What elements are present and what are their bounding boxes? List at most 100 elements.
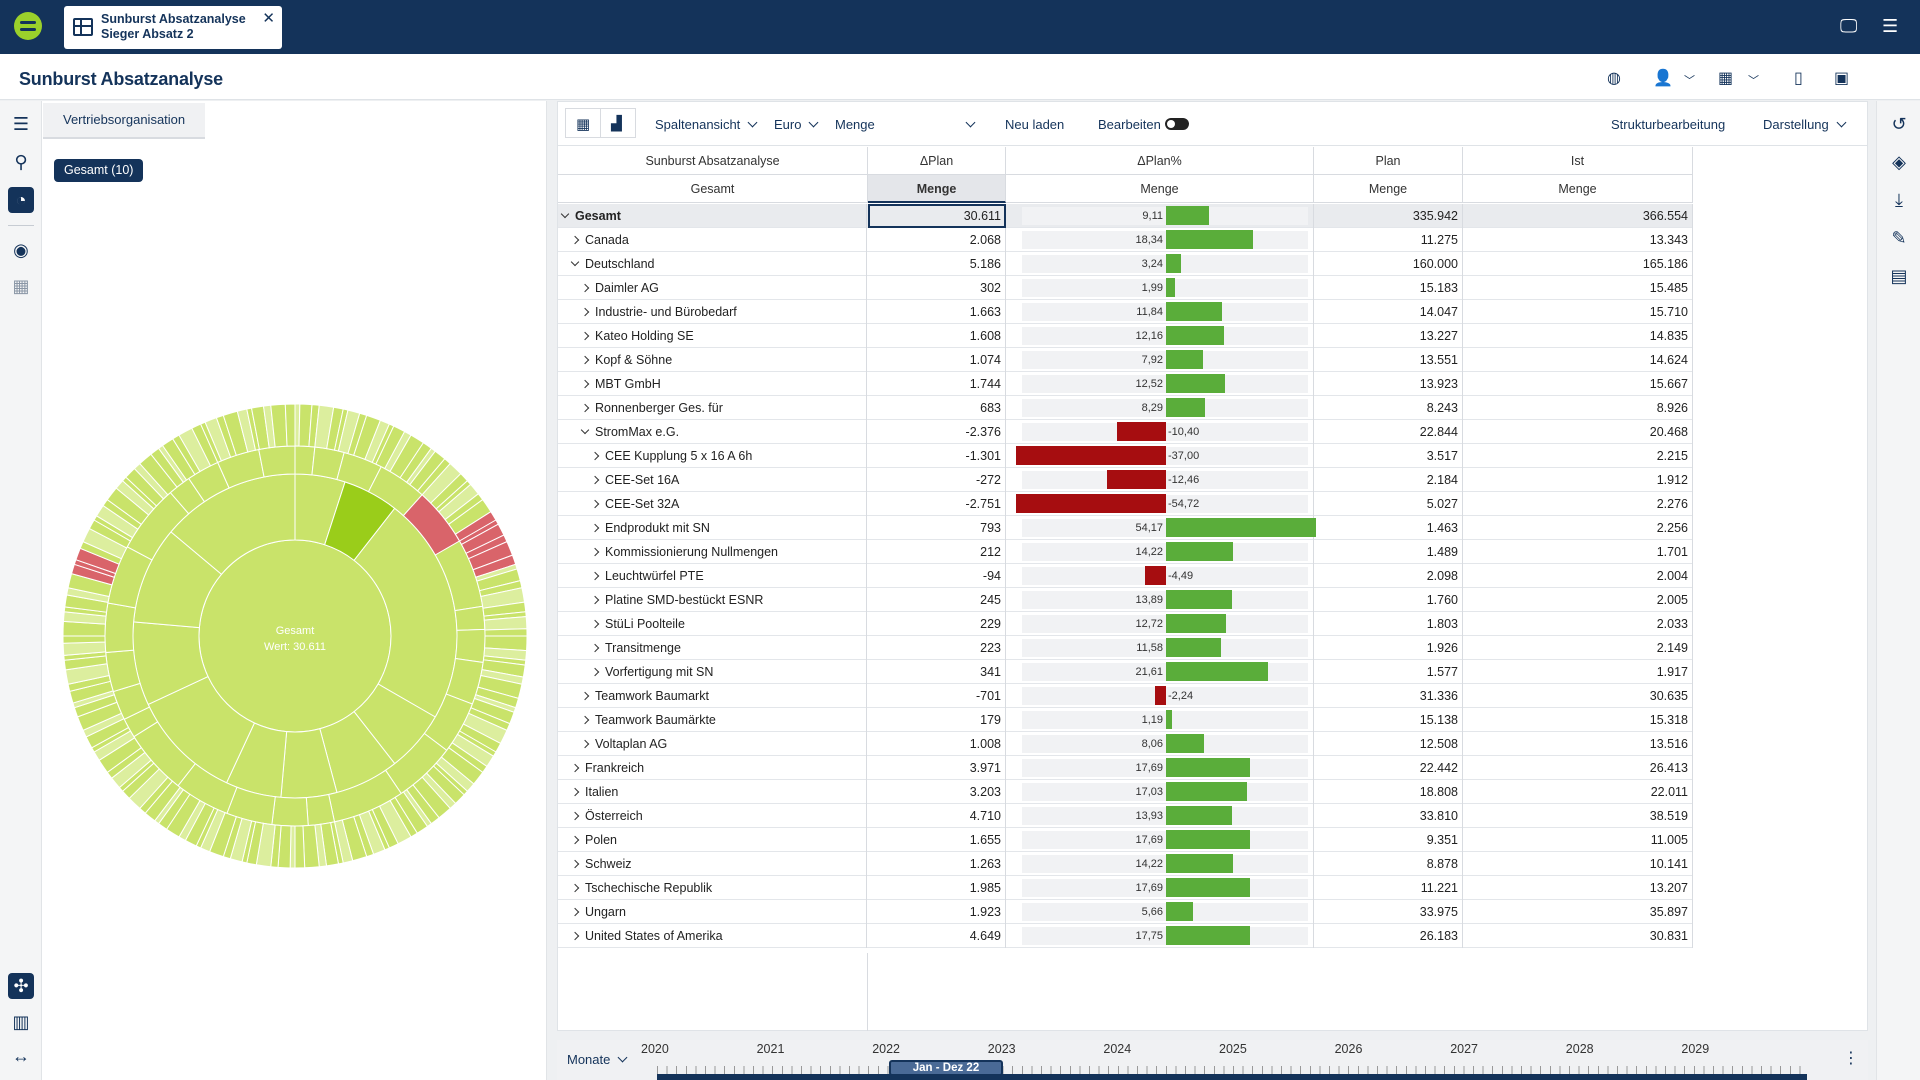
plan-cell[interactable]: 22.844 <box>1314 420 1463 444</box>
table-grid-icon[interactable]: ▦ <box>12 276 30 296</box>
row-name-cell[interactable]: Gesamt <box>558 204 867 228</box>
table-row[interactable]: Teamwork Baumarkt -701 -2,24 31.336 30.635 <box>558 684 1693 708</box>
dplanpct-cell[interactable]: 14,22 <box>1006 540 1314 564</box>
row-name-cell[interactable]: Transitmenge <box>558 636 867 660</box>
gesamt-chip[interactable]: Gesamt (10) <box>54 159 144 182</box>
plan-cell[interactable]: 5.027 <box>1314 492 1463 516</box>
plan-cell[interactable]: 1.489 <box>1314 540 1463 564</box>
table-row[interactable]: Leuchtwürfel PTE -94 -4,49 2.098 2.004 <box>558 564 1693 588</box>
table-row[interactable]: Polen 1.655 17,69 9.351 11.005 <box>558 828 1693 852</box>
ist-cell[interactable]: 2.276 <box>1463 492 1693 516</box>
eye-icon[interactable]: ◉ <box>13 240 29 260</box>
undo-history-icon[interactable]: ↺ <box>1891 114 1907 134</box>
plan-cell[interactable]: 13.551 <box>1314 348 1463 372</box>
chevron-right-icon[interactable] <box>570 763 580 773</box>
chevron-right-icon[interactable] <box>580 283 590 293</box>
chevron-right-icon[interactable] <box>570 235 580 245</box>
plan-cell[interactable]: 31.336 <box>1314 684 1463 708</box>
dplan-cell[interactable]: -1.301 <box>868 444 1006 468</box>
menu-list-icon[interactable]: ☰ <box>12 114 30 134</box>
close-icon[interactable]: ✕ <box>262 10 275 27</box>
plan-cell[interactable]: 13.227 <box>1314 324 1463 348</box>
row-name-cell[interactable]: Platine SMD-bestückt ESNR <box>558 588 867 612</box>
ist-cell[interactable]: 1.917 <box>1463 660 1693 684</box>
dplanpct-cell[interactable]: 12,72 <box>1006 612 1314 636</box>
sunburst-segment[interactable] <box>484 628 528 637</box>
row-name-cell[interactable]: Ronnenberger Ges. für <box>558 396 867 420</box>
ist-cell[interactable]: 2.215 <box>1463 444 1693 468</box>
timeline-year-label[interactable]: 2024 <box>1103 1042 1132 1056</box>
col-header-dplanpct-bottom[interactable]: Menge <box>1006 175 1314 203</box>
row-name-cell[interactable]: CEE-Set 16A <box>558 468 867 492</box>
plan-cell[interactable]: 15.183 <box>1314 276 1463 300</box>
dplanpct-cell[interactable]: 17,69 <box>1006 876 1314 900</box>
chevron-right-icon[interactable] <box>580 403 590 413</box>
table-row[interactable]: Ronnenberger Ges. für 683 8,29 8.243 8.926 <box>558 396 1693 420</box>
dplan-cell[interactable]: -701 <box>868 684 1006 708</box>
row-name-cell[interactable]: Leuchtwürfel PTE <box>558 564 867 588</box>
ist-cell[interactable]: 366.554 <box>1463 204 1693 228</box>
dplanpct-cell[interactable]: 12,16 <box>1006 324 1314 348</box>
ist-cell[interactable]: 30.831 <box>1463 924 1693 948</box>
document-tab[interactable]: Sunburst Absatzanalyse Sieger Absatz 2 ✕ <box>64 6 282 49</box>
fit-width-icon[interactable]: ↔ <box>12 1046 30 1066</box>
plan-cell[interactable]: 2.098 <box>1314 564 1463 588</box>
chart-view-button[interactable]: ▟ <box>600 108 636 138</box>
plan-cell[interactable]: 1.803 <box>1314 612 1463 636</box>
dplan-cell[interactable]: 3.971 <box>868 756 1006 780</box>
dplan-cell[interactable]: 793 <box>868 516 1006 540</box>
tab-vertriebsorganisation[interactable]: Vertriebsorganisation <box>43 103 205 139</box>
row-name-cell[interactable]: Italien <box>558 780 867 804</box>
table-row[interactable]: StüLi Poolteile 229 12,72 1.803 2.033 <box>558 612 1693 636</box>
sunburst-chart[interactable]: Gesamt Wert: 30.611 <box>60 401 530 871</box>
sunburst-segment[interactable] <box>294 445 316 476</box>
panel-layout-icon[interactable]: ▥ <box>12 1012 30 1032</box>
plan-cell[interactable]: 2.184 <box>1314 468 1463 492</box>
dplan-cell[interactable]: 1.655 <box>868 828 1006 852</box>
ist-cell[interactable]: 22.011 <box>1463 780 1693 804</box>
plan-cell[interactable]: 13.923 <box>1314 372 1463 396</box>
display-dropdown[interactable]: Darstellung <box>1763 117 1847 132</box>
ist-cell[interactable]: 35.897 <box>1463 900 1693 924</box>
chevron-right-icon[interactable] <box>570 835 580 845</box>
table-row[interactable]: Canada 2.068 18,34 11.275 13.343 <box>558 228 1693 252</box>
dplanpct-cell[interactable]: -10,40 <box>1006 420 1314 444</box>
sunburst-segment[interactable] <box>454 605 486 631</box>
row-name-cell[interactable]: Kateo Holding SE <box>558 324 867 348</box>
dplanpct-cell[interactable]: 7,92 <box>1006 348 1314 372</box>
col-header-dplanpct-top[interactable]: ΔPlan% <box>1006 147 1314 175</box>
row-name-cell[interactable]: Kopf & Söhne <box>558 348 867 372</box>
menu-icon[interactable]: ☰ <box>1882 16 1899 36</box>
dplanpct-cell[interactable]: 12,52 <box>1006 372 1314 396</box>
dplan-cell[interactable]: 229 <box>868 612 1006 636</box>
ist-cell[interactable]: 20.468 <box>1463 420 1693 444</box>
row-name-cell[interactable]: United States of Amerika <box>558 924 867 948</box>
dplan-cell[interactable]: 4.710 <box>868 804 1006 828</box>
chevron-right-icon[interactable] <box>580 307 590 317</box>
edit-toggle[interactable] <box>1165 118 1189 130</box>
table-row[interactable]: United States of Amerika 4.649 17,75 26.183… <box>558 924 1693 948</box>
chevron-right-icon[interactable] <box>570 811 580 821</box>
row-name-cell[interactable]: Daimler AG <box>558 276 867 300</box>
currency-dropdown[interactable]: Euro <box>774 117 819 132</box>
timeline-year-label[interactable]: 2028 <box>1565 1042 1594 1056</box>
plan-cell[interactable]: 11.221 <box>1314 876 1463 900</box>
ist-cell[interactable]: 26.413 <box>1463 756 1693 780</box>
dplanpct-cell[interactable]: 14,22 <box>1006 852 1314 876</box>
row-name-cell[interactable]: MBT GmbH <box>558 372 867 396</box>
dplanpct-cell[interactable]: 21,61 <box>1006 660 1314 684</box>
ist-cell[interactable]: 11.005 <box>1463 828 1693 852</box>
dplanpct-cell[interactable]: -54,72 <box>1006 492 1314 516</box>
col-header-plan-bottom[interactable]: Menge <box>1314 175 1463 203</box>
ist-cell[interactable]: 13.516 <box>1463 732 1693 756</box>
dplanpct-cell[interactable]: 8,29 <box>1006 396 1314 420</box>
table-row[interactable]: Italien 3.203 17,03 18.808 22.011 <box>558 780 1693 804</box>
ist-cell[interactable]: 14.624 <box>1463 348 1693 372</box>
row-name-cell[interactable]: StromMax e.G. <box>558 420 867 444</box>
dplanpct-cell[interactable]: 5,66 <box>1006 900 1314 924</box>
plan-cell[interactable]: 14.047 <box>1314 300 1463 324</box>
plan-cell[interactable]: 8.878 <box>1314 852 1463 876</box>
row-name-cell[interactable]: Ungarn <box>558 900 867 924</box>
dplanpct-cell[interactable]: 1,99 <box>1006 276 1314 300</box>
dplan-cell[interactable]: 1.744 <box>868 372 1006 396</box>
